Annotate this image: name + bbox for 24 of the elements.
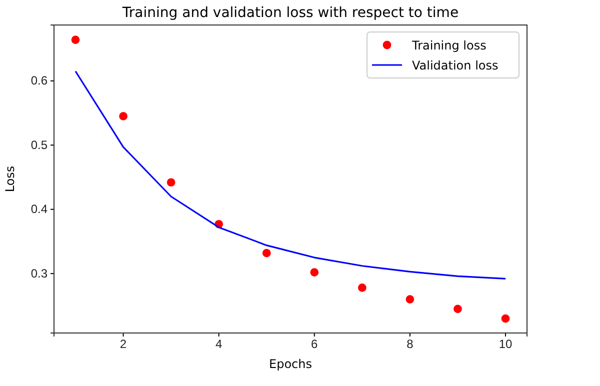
point — [501, 314, 510, 323]
x-tick-label: 2 — [120, 337, 127, 352]
y-tick-label: 0.5 — [30, 138, 48, 152]
y-tick-label: 0.6 — [30, 74, 48, 88]
x-tick-label: 4 — [215, 337, 222, 352]
x-tick-label: 8 — [406, 337, 414, 352]
x-axis-title: Epochs — [269, 357, 312, 371]
point — [406, 295, 414, 304]
point — [358, 284, 366, 292]
point — [71, 36, 80, 44]
y-tick-label: 0.4 — [30, 202, 48, 216]
x-tick-label: 10 — [498, 337, 512, 352]
y-axis-title: Loss — [3, 166, 17, 192]
line-series — [74, 70, 506, 280]
point — [454, 304, 462, 314]
legend-label: Validation loss — [412, 58, 498, 72]
point — [262, 248, 271, 258]
point — [119, 112, 128, 120]
y-tick-label: 0.3 — [30, 266, 48, 280]
x-tick-label: 6 — [311, 337, 318, 352]
point — [310, 268, 319, 276]
point — [166, 178, 176, 187]
chart-title: Training and validation loss with respect to time — [121, 5, 459, 21]
legend-label: Training loss — [411, 38, 486, 52]
